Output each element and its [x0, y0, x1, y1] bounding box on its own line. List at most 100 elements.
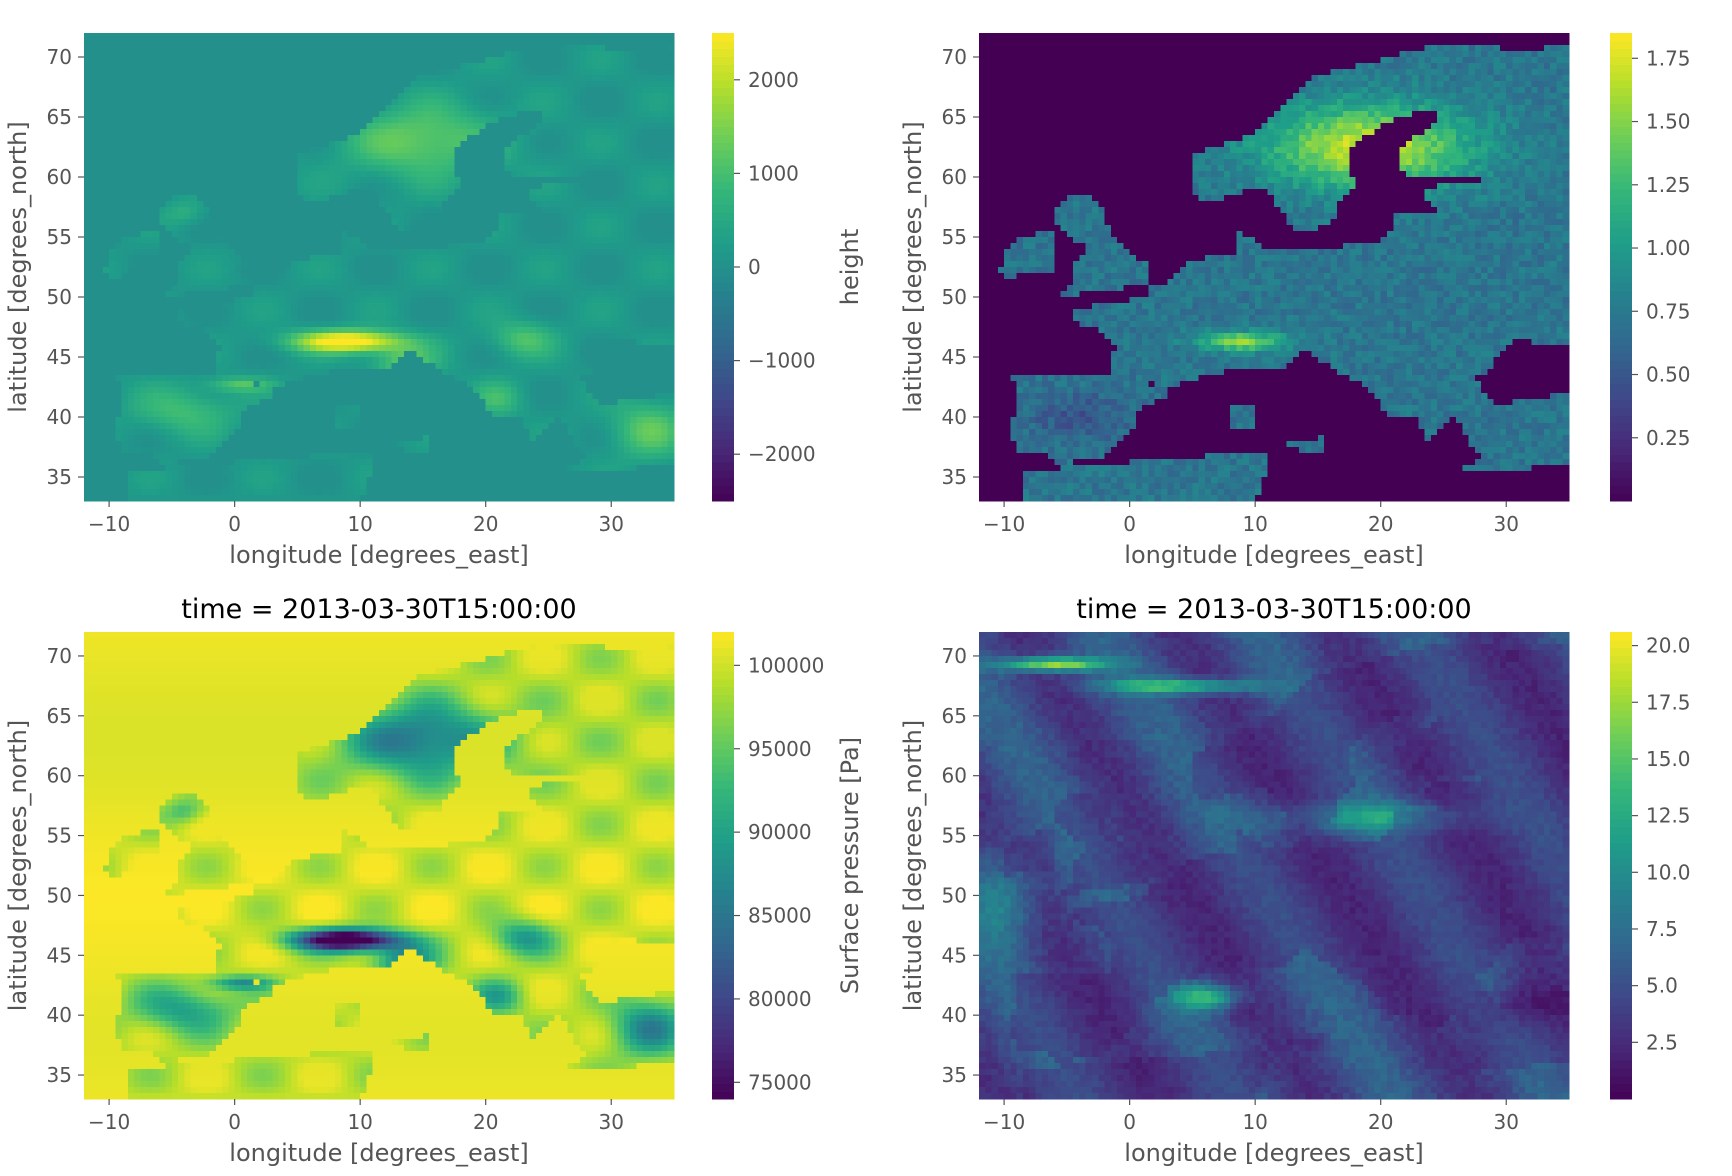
heatmap-cell	[491, 213, 499, 220]
heatmap-cell	[397, 87, 405, 94]
heatmap-cell	[209, 63, 217, 70]
heatmap-cell	[322, 123, 330, 130]
heatmap-cell	[372, 75, 380, 82]
heatmap-cell	[579, 75, 587, 82]
heatmap-cell	[592, 345, 600, 352]
heatmap-cell	[159, 141, 167, 148]
heatmap-cell	[341, 231, 349, 238]
heatmap-cell	[259, 63, 267, 70]
heatmap-cell	[410, 75, 418, 82]
heatmap-cell	[272, 249, 280, 256]
heatmap-cell	[529, 177, 537, 184]
heatmap-cell	[134, 279, 142, 286]
heatmap-cell	[397, 33, 405, 40]
heatmap-cell	[491, 267, 499, 274]
heatmap-cell	[272, 33, 280, 40]
heatmap-cell	[134, 273, 142, 280]
heatmap-cell	[372, 207, 380, 214]
heatmap-cell	[291, 171, 299, 178]
heatmap-cell	[554, 69, 562, 76]
heatmap-cell	[209, 105, 217, 112]
heatmap-cell	[391, 279, 399, 286]
heatmap-cell	[642, 69, 650, 76]
heatmap-cell	[165, 219, 173, 226]
heatmap-cell	[347, 123, 355, 130]
heatmap-cell	[517, 57, 524, 64]
heatmap-cell	[360, 147, 368, 154]
heatmap-cell	[353, 129, 361, 136]
heatmap-cell	[115, 87, 123, 94]
heatmap-cell	[554, 345, 562, 352]
heatmap-cell	[171, 105, 179, 112]
heatmap-cell	[523, 297, 531, 304]
heatmap-cell	[485, 249, 493, 256]
heatmap-cell	[416, 321, 424, 328]
heatmap-cell	[385, 327, 393, 334]
heatmap-cell	[84, 267, 91, 274]
heatmap-cell	[366, 207, 374, 214]
heatmap-cell	[234, 111, 242, 118]
heatmap-cell	[234, 69, 242, 76]
heatmap-cell	[90, 177, 98, 184]
heatmap-cell	[604, 309, 612, 316]
heatmap-cell	[347, 159, 355, 166]
heatmap-cell	[146, 147, 154, 154]
heatmap-cell	[598, 129, 606, 136]
heatmap-cell	[196, 333, 204, 340]
heatmap-cell	[604, 315, 612, 322]
heatmap-cell	[454, 225, 462, 232]
heatmap-cell	[385, 261, 393, 268]
heatmap-cell	[404, 333, 411, 340]
heatmap-cell	[203, 327, 211, 334]
heatmap-cell	[196, 321, 204, 328]
heatmap-cell	[655, 261, 663, 268]
heatmap-cell	[372, 279, 380, 286]
heatmap-cell	[203, 63, 211, 70]
heatmap-cell	[517, 75, 524, 82]
heatmap-cell	[592, 231, 600, 238]
heatmap-cell	[604, 165, 612, 172]
heatmap-cell	[554, 321, 562, 328]
heatmap-cell	[567, 51, 575, 58]
heatmap-cell	[360, 273, 368, 280]
heatmap-cell	[542, 207, 550, 214]
heatmap-cell	[429, 309, 437, 316]
heatmap-cell	[573, 201, 581, 208]
heatmap-cell	[259, 345, 267, 352]
heatmap-cell	[134, 339, 142, 346]
heatmap-cell	[391, 57, 399, 64]
heatmap-cell	[491, 201, 499, 208]
heatmap-cell	[548, 327, 556, 334]
heatmap-cell	[146, 225, 154, 232]
heatmap-cell	[466, 57, 474, 64]
heatmap-cell	[435, 291, 443, 298]
heatmap-cell	[397, 111, 405, 118]
heatmap-cell	[630, 135, 637, 142]
heatmap-cell	[479, 75, 487, 82]
heatmap-cell	[479, 321, 487, 328]
heatmap-cell	[178, 189, 186, 196]
heatmap-cell	[328, 243, 336, 250]
heatmap-cell	[291, 141, 299, 148]
heatmap-cell	[561, 69, 568, 76]
heatmap-cell	[196, 237, 204, 244]
heatmap-cell	[561, 213, 568, 220]
heatmap-cell	[498, 123, 506, 130]
heatmap-cell	[642, 279, 650, 286]
heatmap-cell	[611, 57, 619, 64]
heatmap-cell	[297, 273, 305, 280]
heatmap-cell	[102, 135, 110, 142]
heatmap-cell	[272, 195, 280, 202]
heatmap-cell	[460, 93, 468, 100]
heatmap-cell	[617, 51, 625, 58]
heatmap-cell	[510, 57, 518, 64]
heatmap-cell	[228, 207, 236, 214]
heatmap-cell	[535, 309, 543, 316]
heatmap-cell	[623, 81, 631, 88]
heatmap-cell	[266, 165, 273, 172]
heatmap-cell	[454, 237, 462, 244]
heatmap-cell	[554, 237, 562, 244]
heatmap-cell	[278, 297, 286, 304]
heatmap-cell	[623, 225, 631, 232]
heatmap-cell	[335, 309, 342, 316]
